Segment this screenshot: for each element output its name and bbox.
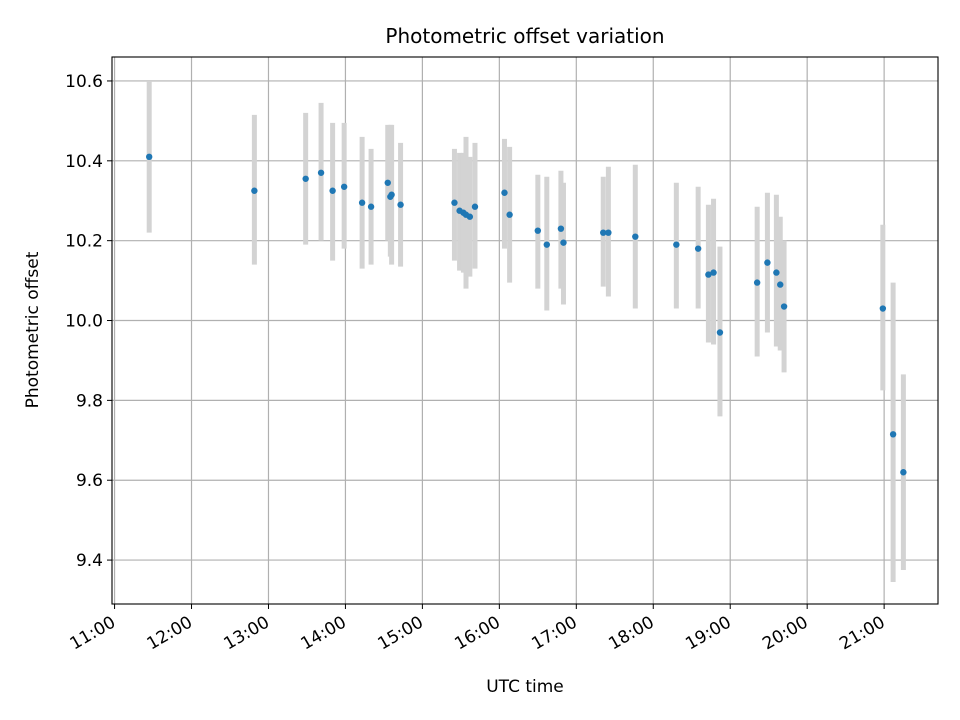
y-axis-label: Photometric offset [23,251,43,408]
data-point [900,469,907,476]
x-tick-label: 19:00 [682,612,734,654]
data-point [560,239,567,246]
data-point [710,269,717,276]
data-point [358,199,366,206]
data-point [302,175,309,182]
data-point [605,229,612,236]
data-point [534,227,542,234]
plot-frame [111,56,939,605]
data-point [451,199,458,206]
y-tick-label: 9.6 [76,471,103,491]
data-point [632,233,639,240]
data-point [694,245,702,252]
data-point [773,269,780,276]
x-tick-label: 17:00 [528,612,580,654]
x-axis-label: UTC time [486,677,564,697]
data-point [317,169,325,176]
data-point [466,213,474,220]
data-point [780,303,788,310]
data-point [388,191,395,198]
data-point [673,241,680,248]
y-tick-label: 10.0 [65,312,103,332]
data-point [471,203,479,210]
data-point [777,281,784,288]
data-point [705,271,712,278]
data-point [384,179,391,186]
data-point [329,187,336,194]
data-point [340,183,348,190]
y-tick-label: 9.4 [76,551,103,571]
x-tick-label: 20:00 [759,612,811,654]
data-points [145,153,907,476]
y-tick-label: 10.6 [65,72,103,92]
x-tick-label: 16:00 [451,612,503,654]
data-point [557,225,565,232]
grid [112,57,938,604]
x-tick-label: 12:00 [144,612,196,654]
x-tick-label: 14:00 [297,612,349,654]
x-tick-label: 15:00 [374,612,426,654]
data-point [716,329,724,336]
x-tick-label: 21:00 [836,612,888,654]
data-point [506,211,513,218]
x-tick-label: 11:00 [67,612,119,654]
x-axis-ticks: 11:00 12:00 13:00 14:00 15:00 16:00 17:00 18:00… [67,604,889,654]
y-tick-label: 10.4 [65,152,103,172]
data-point [145,153,153,161]
data-point [397,201,404,208]
data-point [600,229,607,236]
data-point [367,203,375,210]
data-point [501,189,508,196]
data-point [753,279,761,286]
data-point [764,259,771,266]
y-tick-label: 9.8 [76,391,103,411]
data-point [889,431,897,438]
chart-title: Photometric offset variation [385,24,664,48]
x-tick-label: 18:00 [605,612,657,654]
data-point [251,187,258,194]
data-point [543,241,551,248]
y-tick-label: 10.2 [65,232,103,252]
y-axis-ticks: 9.4 9.6 9.8 10.0 10.2 10.4 10.6 [65,72,112,571]
error-bars [146,80,906,583]
data-point [879,305,887,312]
x-tick-label: 13:00 [221,612,273,654]
